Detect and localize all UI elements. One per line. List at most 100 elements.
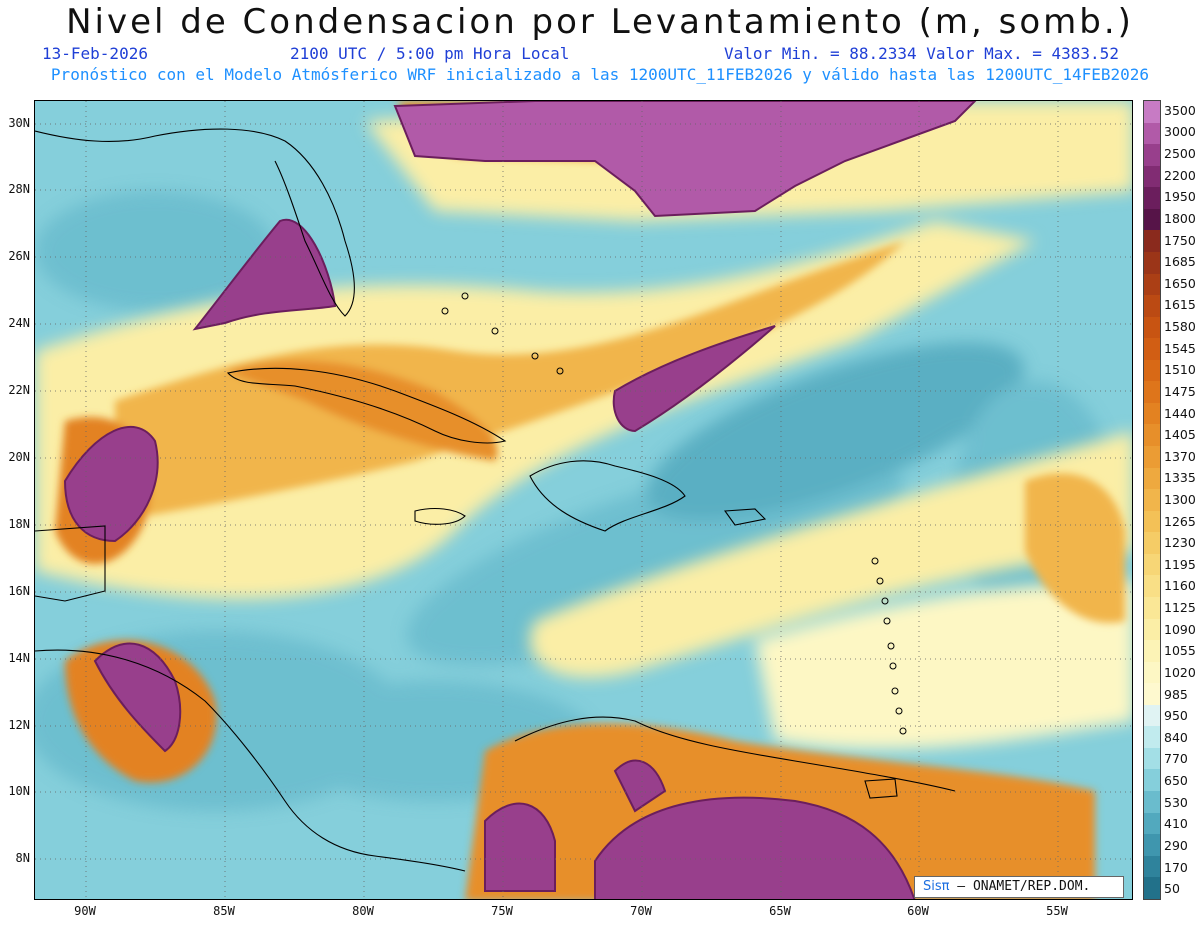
colorbar-label: 1055 [1164, 643, 1196, 659]
colorbar-swatch [1144, 402, 1160, 425]
colorbar-swatch [1144, 144, 1160, 166]
lat-label: 10N [8, 784, 30, 798]
colorbar-swatch [1144, 446, 1160, 468]
colorbar-swatch [1144, 316, 1160, 339]
colorbar-swatch [1144, 877, 1160, 899]
colorbar-swatch [1144, 575, 1160, 597]
small-islands [441, 292, 907, 735]
grid-lines [35, 101, 1132, 899]
colorbar-swatch [1144, 295, 1160, 317]
colorbar-swatch [1144, 338, 1160, 360]
colorbar-label: 1020 [1164, 664, 1196, 680]
colorbar-swatch [1144, 855, 1160, 878]
colorbar-label: 1265 [1164, 513, 1196, 529]
credit-org: – ONAMET/REP.DOM. [957, 879, 1091, 894]
colorbar-label: 1090 [1164, 621, 1196, 637]
colorbar-label: 1335 [1164, 470, 1196, 486]
colorbar-label: 3500 [1164, 102, 1196, 118]
map-title: Nivel de Condensacion por Levantamiento … [66, 2, 1134, 42]
colorbar-swatch [1144, 553, 1160, 576]
sispi-logo: Sisπ [923, 879, 950, 894]
colorbar-label: 1510 [1164, 362, 1196, 378]
colorbar-swatch [1144, 208, 1160, 231]
lat-label: 20N [8, 450, 30, 464]
colorbar-swatch [1144, 424, 1160, 446]
lat-label: 22N [8, 383, 30, 397]
forecast-time: 2100 UTC / 5:00 pm Hora Local [290, 44, 570, 63]
forecast-date: 13-Feb-2026 [42, 44, 148, 63]
colorbar-label: 1405 [1164, 427, 1196, 443]
colorbar-swatch [1144, 812, 1160, 835]
coastlines [35, 128, 956, 872]
lon-label: 75W [491, 904, 513, 918]
colorbar-swatch [1144, 489, 1160, 511]
colorbar-label: 1440 [1164, 405, 1196, 421]
lon-label: 55W [1046, 904, 1068, 918]
colorbar-swatch [1144, 165, 1160, 188]
lcl-map [34, 100, 1133, 900]
colorbar-swatch [1144, 726, 1160, 748]
colorbar-label: 50 [1164, 881, 1180, 897]
colorbar-label: 770 [1164, 751, 1188, 767]
lat-label: 24N [8, 316, 30, 330]
colorbar-swatch [1144, 834, 1160, 856]
lat-label: 16N [8, 584, 30, 598]
colorbar-swatch [1144, 273, 1160, 296]
lon-label: 85W [213, 904, 235, 918]
colorbar-label: 1750 [1164, 232, 1196, 248]
colorbar-swatch [1144, 510, 1160, 533]
colorbar-label: 650 [1164, 773, 1188, 789]
colorbar-label: 1685 [1164, 254, 1196, 270]
colorbar-swatch [1144, 596, 1160, 619]
colorbar-label: 1300 [1164, 492, 1196, 507]
colorbar-swatch [1144, 704, 1160, 727]
lat-label: 18N [8, 517, 30, 531]
colorbar-label: 1615 [1164, 297, 1196, 313]
lat-label: 12N [8, 718, 30, 732]
lat-label: 30N [8, 116, 30, 130]
colorbar-label: 2200 [1164, 167, 1196, 183]
min-max-values: Valor Min. = 88.2334 Valor Max. = 4383.5… [724, 44, 1119, 63]
colorbar-label: 1475 [1164, 383, 1196, 399]
colorbar-label: 1800 [1164, 210, 1196, 226]
colorbar-label: 1650 [1164, 275, 1196, 291]
lat-label: 8N [15, 851, 30, 865]
colorbar-swatch [1144, 769, 1160, 791]
colorbar-swatch [1144, 467, 1160, 490]
lon-label: 65W [769, 904, 791, 918]
colorbar-swatch [1144, 101, 1160, 123]
colorbar-swatch [1144, 230, 1160, 252]
lat-label: 28N [8, 182, 30, 196]
colorbar-swatch [1144, 359, 1160, 382]
colorbar-label: 1230 [1164, 535, 1196, 551]
lon-label: 60W [907, 904, 929, 918]
lat-label: 26N [8, 249, 30, 263]
colorbar-label: 1545 [1164, 340, 1196, 356]
colorbar-label: 1370 [1164, 448, 1196, 464]
colorbar-label: 1950 [1164, 189, 1196, 205]
colorbar-swatch [1144, 618, 1160, 641]
colorbar-label: 985 [1164, 686, 1188, 702]
colorbar-swatch [1144, 381, 1160, 403]
colorbar-label: 1195 [1164, 556, 1196, 572]
colorbar-swatch [1144, 640, 1160, 662]
lon-label: 70W [630, 904, 652, 918]
colorbar-label: 2500 [1164, 146, 1196, 162]
colorbar-label: 1580 [1164, 319, 1196, 335]
model-run-info: Pronóstico con el Modelo Atmósferico WRF… [50, 65, 1150, 84]
colorbar [1143, 100, 1161, 900]
colorbar-label: 1125 [1164, 600, 1196, 616]
lon-label: 90W [74, 904, 96, 918]
lat-label: 14N [8, 651, 30, 665]
colorbar-label: 410 [1164, 816, 1188, 832]
credit-box: Sisπ – ONAMET/REP.DOM. [914, 876, 1124, 898]
colorbar-swatch [1144, 683, 1160, 705]
colorbar-label: 1160 [1164, 578, 1196, 594]
colorbar-label: 840 [1164, 729, 1188, 745]
colorbar-label: 290 [1164, 837, 1188, 853]
colorbar-label: 170 [1164, 859, 1188, 875]
colorbar-swatch [1144, 122, 1160, 145]
lon-label: 80W [352, 904, 374, 918]
colorbar-label: 3000 [1164, 124, 1196, 140]
colorbar-swatch [1144, 661, 1160, 684]
